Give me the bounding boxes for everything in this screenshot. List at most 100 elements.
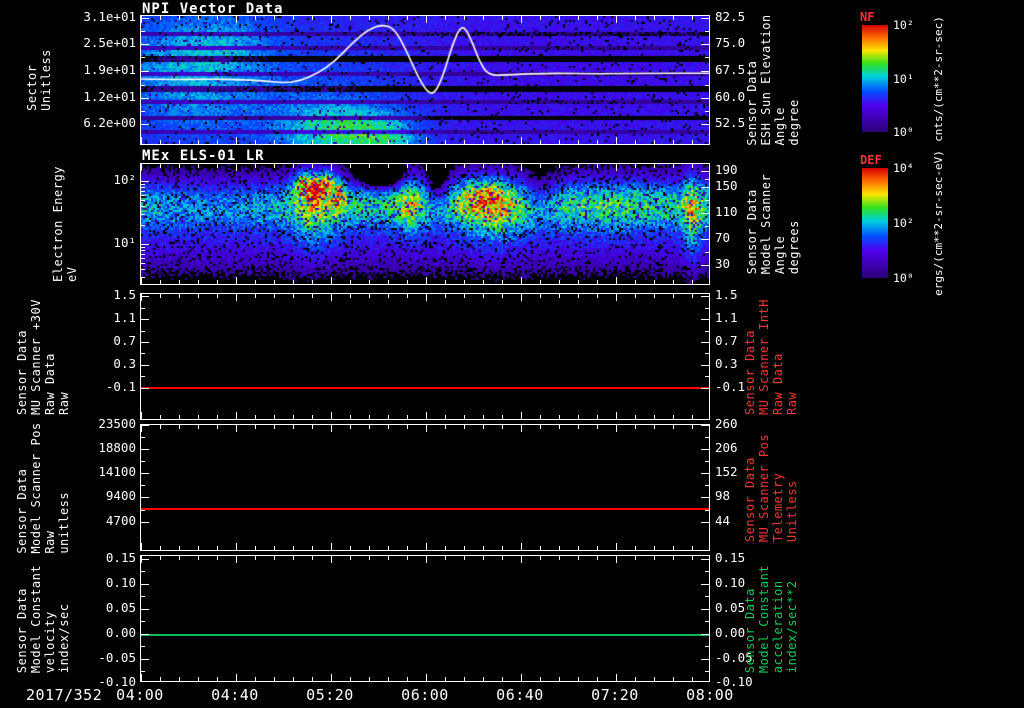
time-minor-tick — [597, 16, 598, 20]
time-tick-mark — [331, 543, 332, 550]
time-minor-tick — [350, 415, 351, 419]
time-tick-mark — [426, 16, 427, 23]
axis-minor-tick — [705, 437, 709, 438]
time-minor-tick — [388, 280, 389, 284]
time-minor-tick — [483, 140, 484, 144]
time-minor-tick — [274, 280, 275, 284]
axis-tick-mark — [701, 659, 709, 660]
axis-tick-label-left: 3.1e+01 — [83, 8, 136, 24]
axis-minor-tick — [141, 331, 145, 332]
axis-tick-label-right: 30 — [715, 256, 731, 272]
time-label: 05:20 — [306, 686, 354, 704]
axis-tick-mark — [141, 634, 149, 635]
axis-label-line: Sensor Data — [745, 189, 759, 275]
time-tick-mark — [426, 425, 427, 432]
time-tick-mark — [521, 164, 522, 171]
time-minor-tick — [654, 16, 655, 20]
time-minor-tick — [388, 546, 389, 550]
axis-minor-tick — [141, 184, 145, 185]
axis-tick-mark — [141, 388, 149, 389]
axis-tick-mark — [141, 98, 149, 99]
axis-minor-tick — [141, 596, 145, 597]
time-minor-tick — [369, 677, 370, 681]
time-minor-tick — [502, 556, 503, 560]
time-tick-mark — [521, 674, 522, 681]
time-minor-tick — [293, 415, 294, 419]
time-minor-tick — [274, 425, 275, 429]
axis-tick-label-right: 0.05 — [715, 599, 746, 615]
axis-label-line: Model Scanner — [759, 173, 773, 275]
axis-tick-label-right: 75.0 — [715, 34, 746, 50]
time-minor-tick — [388, 294, 389, 298]
colorbar-tick-label: 10⁴ — [893, 161, 914, 175]
time-minor-tick — [635, 425, 636, 429]
time-minor-tick — [578, 415, 579, 419]
axis-tick-label-right: -0.05 — [715, 649, 753, 665]
time-minor-tick — [369, 140, 370, 144]
time-tick-mark — [331, 294, 332, 301]
time-minor-tick — [369, 556, 370, 560]
axis-label-line: Sensor Data — [743, 587, 757, 673]
time-minor-tick — [673, 280, 674, 284]
time-tick-mark — [616, 412, 617, 419]
time-minor-tick — [407, 294, 408, 298]
time-minor-tick — [369, 294, 370, 298]
time-label: 07:20 — [591, 686, 639, 704]
axis-tick-label-left: 1.1 — [113, 310, 136, 326]
time-minor-tick — [255, 140, 256, 144]
axis-minor-tick — [141, 277, 145, 278]
axis-tick-label-left: 9400 — [105, 488, 136, 503]
time-minor-tick — [217, 294, 218, 298]
time-minor-tick — [673, 294, 674, 298]
time-minor-tick — [160, 546, 161, 550]
time-minor-tick — [597, 294, 598, 298]
time-tick-mark — [426, 674, 427, 681]
time-minor-tick — [160, 280, 161, 284]
axis-tick-label-right: 152 — [715, 464, 738, 479]
axis-minor-tick — [705, 571, 709, 572]
time-minor-tick — [502, 164, 503, 168]
time-minor-tick — [692, 556, 693, 560]
axis-minor-tick — [705, 85, 709, 86]
time-tick-mark — [521, 425, 522, 432]
axis-minor-tick — [705, 621, 709, 622]
time-minor-tick — [597, 164, 598, 168]
spectrogram-canvas-npi-vector — [141, 16, 709, 144]
time-tick-mark — [426, 543, 427, 550]
time-minor-tick — [578, 546, 579, 550]
time-minor-tick — [635, 546, 636, 550]
time-tick-mark — [709, 674, 710, 681]
axis-tick-label-right: 206 — [715, 440, 738, 455]
axis-minor-tick — [705, 111, 709, 112]
panel-plot-model-scanner-pos — [140, 424, 710, 551]
axis-tick-label-right: -0.1 — [715, 378, 746, 394]
axis-tick-mark — [141, 244, 149, 245]
time-tick-mark — [709, 425, 710, 432]
time-minor-tick — [407, 415, 408, 419]
time-minor-tick — [597, 140, 598, 144]
time-tick-mark — [616, 16, 617, 23]
time-minor-tick — [559, 16, 560, 20]
time-minor-tick — [464, 415, 465, 419]
axis-tick-label-right: 260 — [715, 416, 738, 431]
time-minor-tick — [654, 546, 655, 550]
time-tick-mark — [236, 425, 237, 432]
time-minor-tick — [312, 164, 313, 168]
axis-tick-label-right: 67.5 — [715, 61, 746, 77]
time-minor-tick — [540, 415, 541, 419]
time-minor-tick — [540, 164, 541, 168]
time-tick-mark — [331, 16, 332, 23]
time-minor-tick — [597, 425, 598, 429]
colorbar-tick-label: 10⁰ — [893, 125, 914, 139]
time-minor-tick — [179, 280, 180, 284]
time-minor-tick — [369, 546, 370, 550]
time-minor-tick — [464, 677, 465, 681]
axis-tick-mark — [141, 296, 149, 297]
time-minor-tick — [369, 164, 370, 168]
time-minor-tick — [388, 556, 389, 560]
axis-label-left-els: Electron Energy eV — [51, 166, 79, 282]
time-minor-tick — [445, 415, 446, 419]
axis-label-line: MU Scanner +30V — [29, 298, 43, 415]
time-minor-tick — [654, 294, 655, 298]
time-minor-tick — [578, 294, 579, 298]
